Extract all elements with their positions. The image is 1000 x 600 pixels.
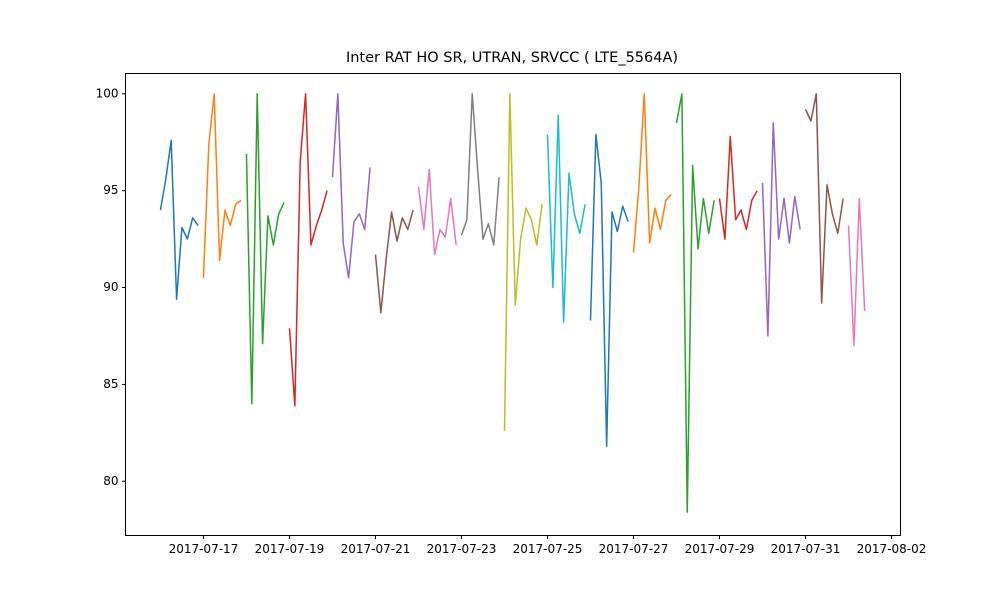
x-tick-label: 2017-07-17 [169, 542, 239, 556]
x-tick-label: 2017-07-27 [599, 542, 669, 556]
data-line [417, 168, 457, 256]
data-line [460, 93, 500, 246]
axes-frame [125, 73, 901, 536]
x-tick-label: 2017-08-02 [857, 542, 927, 556]
data-line [159, 139, 199, 300]
x-tick-label: 2017-07-31 [771, 542, 841, 556]
data-line [632, 93, 672, 253]
data-line [804, 93, 844, 304]
y-tick-label: 90 [103, 280, 118, 294]
x-tick-label: 2017-07-29 [685, 542, 755, 556]
data-line [847, 197, 866, 347]
data-line [503, 93, 543, 431]
data-line [374, 209, 414, 314]
x-tick-label: 2017-07-21 [341, 542, 411, 556]
data-line [761, 122, 801, 337]
x-tick-label: 2017-07-19 [255, 542, 325, 556]
y-tick-label: 95 [103, 183, 118, 197]
y-tick-label: 85 [103, 377, 118, 391]
data-line [675, 93, 715, 513]
data-line [288, 93, 328, 407]
data-line [245, 93, 285, 405]
x-tick-label: 2017-07-25 [513, 542, 583, 556]
data-line [589, 133, 629, 448]
data-line [202, 93, 242, 278]
data-line [718, 135, 758, 240]
data-line [331, 93, 371, 279]
x-tick-label: 2017-07-23 [427, 542, 497, 556]
chart-title: Inter RAT HO SR, UTRAN, SRVCC ( LTE_5564… [346, 50, 678, 66]
y-tick-label: 100 [96, 86, 119, 100]
y-tick-label: 80 [103, 474, 118, 488]
data-line [546, 114, 586, 324]
plot-area [159, 93, 866, 513]
